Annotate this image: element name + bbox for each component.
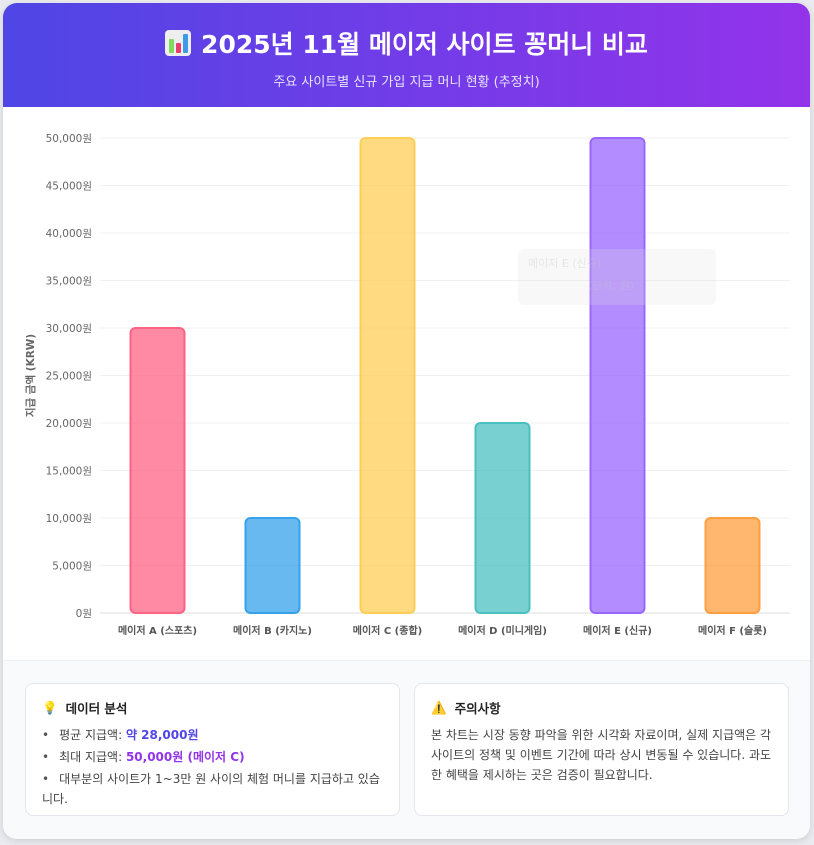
analysis-title: 데이터 분석 bbox=[65, 701, 128, 716]
bar bbox=[359, 137, 416, 614]
bar bbox=[474, 422, 531, 614]
warning-icon: ⚠️ bbox=[431, 699, 447, 715]
header: 2025년 11월 메이저 사이트 꽁머니 비교 주요 사이트별 신규 가입 지… bbox=[3, 3, 810, 107]
main-card: 2025년 11월 메이저 사이트 꽁머니 비교 주요 사이트별 신규 가입 지… bbox=[3, 3, 810, 839]
tooltip-title: 메이저 E (신규) bbox=[528, 257, 602, 270]
x-tick-label: 메이저 E (신규) bbox=[583, 624, 652, 637]
bar-chart: 0원 5,000원 10,000원 15,000원 20,000원 25,000원 30,0… bbox=[24, 133, 790, 637]
notice-title: 주의사항 bbox=[454, 701, 501, 716]
page-title: 2025년 11월 메이저 사이트 꽁머니 비교 bbox=[3, 3, 810, 61]
lightbulb-icon: 💡 bbox=[42, 699, 58, 715]
y-tick-label: 0원 bbox=[76, 608, 92, 620]
y-tick-label: 20,000원 bbox=[46, 418, 92, 430]
bar bbox=[244, 517, 301, 614]
x-tick-label: 메이저 A (스포츠) bbox=[118, 624, 197, 637]
y-tick-label: 10,000원 bbox=[46, 513, 92, 525]
y-tick-label: 25,000원 bbox=[46, 371, 92, 383]
list-item: 평균 지급액: 약 28,000원 bbox=[42, 725, 383, 745]
list-item: 최대 지급액: 50,000원 (메이저 C) bbox=[42, 747, 383, 767]
bar bbox=[704, 517, 761, 614]
y-tick-label: 15,000원 bbox=[46, 466, 92, 478]
chart-area: 0원 5,000원 10,000원 15,000원 20,000원 25,000원 30,0… bbox=[3, 107, 810, 660]
analysis-box: 💡 데이터 분석 평균 지급액: 약 28,000원 최대 지급액: 50,000… bbox=[25, 683, 400, 816]
x-tick-label: 메이저 C (종합) bbox=[353, 624, 422, 637]
list-item: 대부분의 사이트가 1~3만 원 사이의 체험 머니를 지급하고 있습니다. bbox=[42, 769, 383, 809]
x-tick-label: 메이저 F (슬롯) bbox=[698, 624, 767, 637]
y-axis-label: 지급 금액 (KRW) bbox=[24, 334, 37, 417]
y-tick-label: 45,000원 bbox=[46, 181, 92, 193]
bar bbox=[589, 137, 646, 614]
y-tick-label: 5,000원 bbox=[52, 561, 92, 573]
bar-chart-icon bbox=[165, 30, 192, 56]
tooltip-body: (단위: 원) bbox=[588, 279, 635, 292]
page-subtitle: 주요 사이트별 신규 가입 지급 머니 현황 (추정치) bbox=[273, 75, 540, 90]
chart-tooltip: 메이저 E (신규) (단위: 원) bbox=[518, 249, 716, 305]
info-section: 💡 데이터 분석 평균 지급액: 약 28,000원 최대 지급액: 50,000… bbox=[3, 660, 810, 839]
y-tick-label: 30,000원 bbox=[46, 323, 92, 335]
y-tick-label: 35,000원 bbox=[46, 276, 92, 288]
x-tick-label: 메이저 B (카지노) bbox=[233, 624, 312, 637]
notice-box: ⚠️ 주의사항 본 차트는 시장 동향 파악을 위한 시각화 자료이며, 실제 지… bbox=[414, 683, 789, 816]
notice-text: 본 차트는 시장 동향 파악을 위한 시각화 자료이며, 실제 지급액은 각 사… bbox=[431, 728, 772, 782]
y-tick-label: 50,000원 bbox=[46, 133, 92, 145]
title-text: 2025년 11월 메이저 사이트 꽁머니 비교 bbox=[201, 30, 648, 59]
x-tick-label: 메이저 D (미니게임) bbox=[458, 624, 547, 637]
y-tick-label: 40,000원 bbox=[46, 228, 92, 240]
bar bbox=[129, 327, 186, 614]
